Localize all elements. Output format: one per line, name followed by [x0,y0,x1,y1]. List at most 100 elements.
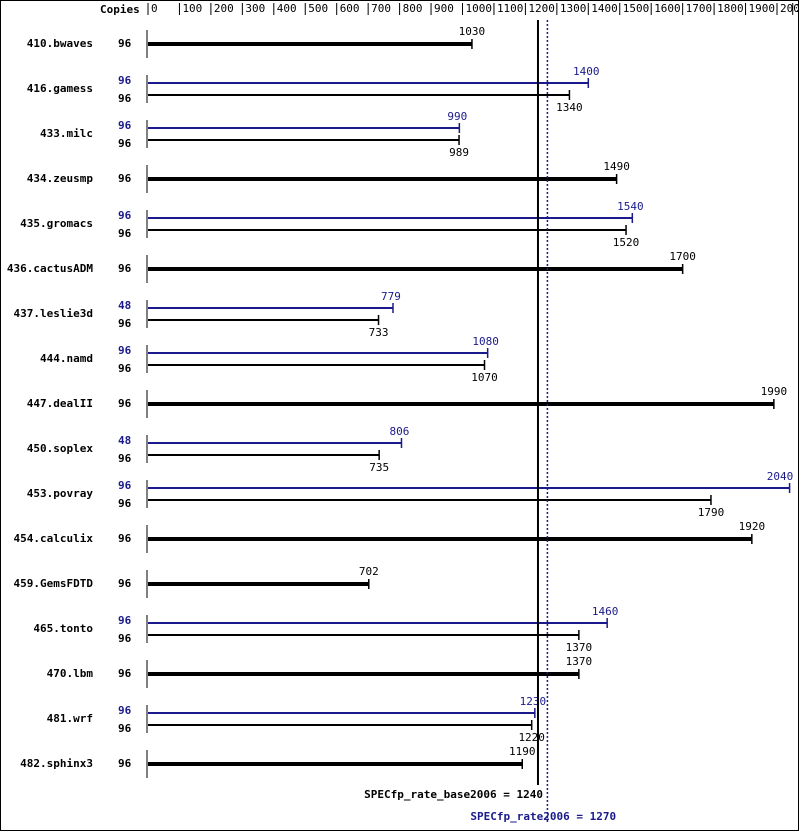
category-label: 450.soplex [27,442,94,455]
x-tick-label: 300 [245,2,265,15]
category-label: 436.cactusADM [7,262,93,275]
category-label: 416.gamess [27,82,93,95]
bar [148,442,402,444]
copies-label: 96 [118,532,132,545]
x-tick-label: 100 [182,2,202,15]
category-label: 410.bwaves [27,37,93,50]
x-tick-label: 1500 [623,2,650,15]
copies-header: Copies [100,3,140,16]
x-tick-label: 200 [214,2,234,15]
bar [148,229,627,231]
copies-label: 96 [118,119,132,132]
value-label: 1080 [472,335,499,348]
copies-label: 96 [118,667,132,680]
copies-label: 96 [118,704,132,717]
bar [148,82,589,84]
bar [148,319,379,321]
category-label: 481.wrf [47,712,93,725]
bar [148,454,380,456]
reference-label: SPECfp_rate_base2006 = 1240 [364,788,543,801]
value-label: 1790 [698,506,725,519]
x-tick-label: 1100 [497,2,524,15]
x-tick-label: 1600 [654,2,681,15]
x-tick-label: 1800 [717,2,744,15]
value-label: 1190 [509,745,536,758]
value-label: 1460 [592,605,619,618]
x-tick-label: 1700 [686,2,713,15]
bar [148,127,460,129]
category-label: 470.lbm [47,667,94,680]
bar [148,267,683,271]
reference-label: SPECfp_rate2006 = 1270 [470,810,616,823]
copies-label: 96 [118,397,132,410]
bar [148,42,472,46]
copies-label: 96 [118,722,132,735]
bar [148,712,535,714]
x-tick-label: 1200 [528,2,555,15]
bar [148,364,485,366]
copies-label: 96 [118,227,132,240]
copies-label: 96 [118,452,132,465]
value-label: 733 [369,326,389,339]
copies-label: 48 [118,434,131,447]
value-label: 1400 [573,65,600,78]
value-label: 702 [359,565,379,578]
value-label: 2040 [767,470,794,483]
bar [148,94,570,96]
copies-label: 96 [118,479,132,492]
copies-label: 96 [118,137,132,150]
x-tick-label: 1400 [591,2,618,15]
value-label: 1220 [518,731,545,744]
copies-label: 96 [118,37,132,50]
value-label: 1370 [566,655,593,668]
category-label: 433.milc [40,127,93,140]
bar [148,352,488,354]
copies-label: 48 [118,299,131,312]
value-label: 779 [381,290,401,303]
copies-label: 96 [118,497,132,510]
value-label: 735 [369,461,389,474]
x-tick-label: 800 [403,2,423,15]
x-tick-label: 700 [371,2,391,15]
copies-label: 96 [118,209,132,222]
bar [148,499,711,501]
category-label: 434.zeusmp [27,172,94,185]
value-label: 1520 [613,236,640,249]
value-label: 1920 [739,520,766,533]
category-label: 435.gromacs [20,217,93,230]
bar [148,217,633,219]
value-label: 1990 [761,385,788,398]
bar [148,634,579,636]
x-tick-label: 1900 [749,2,776,15]
copies-label: 96 [118,362,132,375]
bar [148,487,790,489]
bar [148,139,460,141]
value-label: 1700 [669,250,696,263]
bar [148,177,617,181]
x-tick-label: 900 [434,2,454,15]
bar [148,724,532,726]
category-label: 454.calculix [14,532,94,545]
x-tick-label: 500 [308,2,328,15]
value-label: 1340 [556,101,583,114]
bar [148,402,774,406]
copies-label: 96 [118,344,132,357]
copies-label: 96 [118,92,132,105]
x-tick-label: 1000 [466,2,493,15]
category-label: 444.namd [40,352,93,365]
value-label: 806 [390,425,410,438]
value-label: 1230 [520,695,547,708]
category-label: 447.dealII [27,397,93,410]
bar [148,672,579,676]
category-label: 453.povray [27,487,94,500]
category-label: 482.sphinx3 [20,757,93,770]
value-label: 989 [449,146,469,159]
x-tick-label: 2050 [796,2,799,15]
x-tick-label: 600 [340,2,360,15]
x-tick-label: 1300 [560,2,587,15]
x-tick-label: 2000 [780,2,799,15]
copies-label: 96 [118,262,132,275]
category-label: 459.GemsFDTD [14,577,94,590]
